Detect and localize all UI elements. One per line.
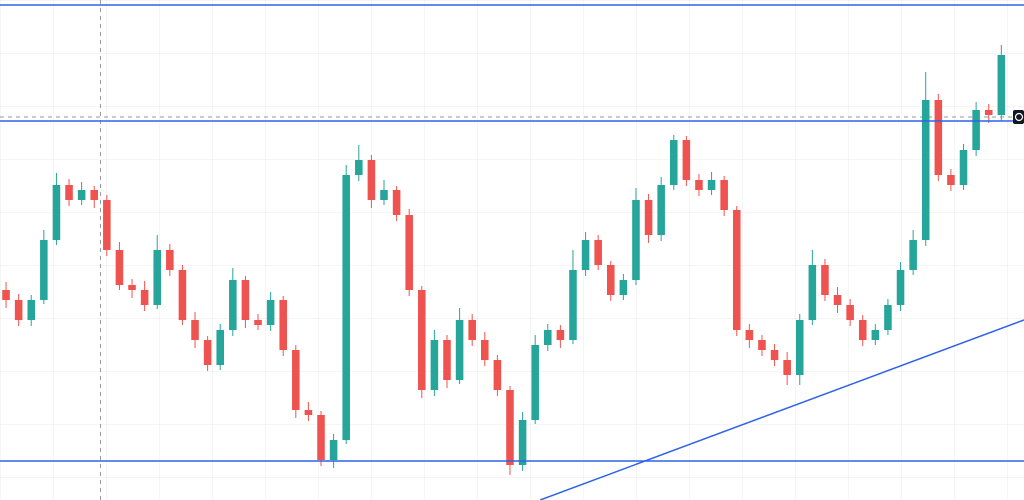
candle-body bbox=[254, 320, 262, 325]
candle-body bbox=[644, 200, 653, 235]
candle-body bbox=[40, 240, 48, 300]
candle-body bbox=[632, 200, 640, 280]
candle-body bbox=[430, 340, 439, 390]
candle-body bbox=[27, 300, 36, 320]
candle-body bbox=[858, 320, 867, 340]
candle-body bbox=[896, 270, 905, 305]
candle-body bbox=[669, 140, 678, 185]
candle-body bbox=[140, 290, 149, 305]
candle-body bbox=[695, 180, 703, 190]
candle-body bbox=[90, 190, 99, 200]
candle-body bbox=[355, 160, 363, 175]
candle-body bbox=[581, 240, 590, 270]
candle-body bbox=[128, 285, 136, 290]
candle-body bbox=[418, 290, 426, 390]
candle-body bbox=[380, 190, 388, 200]
candle-body bbox=[317, 415, 325, 460]
candle-body bbox=[783, 360, 791, 375]
candle-body bbox=[216, 330, 224, 365]
candle-body bbox=[569, 270, 577, 340]
candle-body bbox=[506, 390, 514, 465]
candle-body bbox=[493, 360, 502, 390]
candle-body bbox=[821, 265, 829, 295]
candle-body bbox=[279, 300, 287, 350]
candle-body bbox=[732, 210, 741, 330]
candle-body bbox=[606, 265, 615, 295]
candle-body bbox=[518, 420, 527, 465]
candle-body bbox=[846, 305, 854, 320]
candle-body bbox=[178, 270, 187, 320]
candle-body bbox=[292, 350, 300, 410]
candle-body bbox=[115, 250, 124, 285]
candle-body bbox=[745, 330, 754, 340]
candle-body bbox=[871, 330, 880, 340]
trend-line bbox=[539, 319, 1024, 500]
candle-body bbox=[997, 55, 1006, 115]
candle-body bbox=[443, 340, 451, 380]
candle-body bbox=[266, 300, 275, 325]
candle-body bbox=[795, 320, 804, 375]
candle-body bbox=[153, 250, 162, 305]
candle-body bbox=[329, 440, 338, 460]
candle-body bbox=[52, 185, 61, 240]
candle-body bbox=[203, 340, 212, 365]
candle-body bbox=[594, 240, 602, 265]
candle-body bbox=[984, 110, 993, 115]
candle-body bbox=[758, 340, 766, 350]
candle-body bbox=[77, 190, 86, 200]
candle-body bbox=[2, 290, 10, 300]
candle-body bbox=[808, 265, 817, 320]
candle-body bbox=[405, 215, 413, 290]
candle-body bbox=[909, 240, 917, 270]
candle-body bbox=[833, 295, 842, 305]
candle-body bbox=[720, 180, 728, 210]
candle-body bbox=[921, 100, 930, 240]
candle-body bbox=[556, 330, 565, 340]
candle-body bbox=[468, 320, 476, 340]
price-marker-icon-ring bbox=[1014, 112, 1024, 122]
candle-body bbox=[392, 190, 401, 215]
candle-body bbox=[367, 160, 376, 200]
candle-body bbox=[103, 200, 111, 250]
candle-body bbox=[619, 280, 628, 295]
candle-body bbox=[191, 320, 199, 340]
candle-body bbox=[544, 330, 552, 345]
candle-body bbox=[707, 180, 716, 190]
candle-body bbox=[884, 305, 892, 330]
candle-body bbox=[682, 140, 691, 180]
candle-body bbox=[657, 185, 665, 235]
candle-body bbox=[166, 250, 174, 270]
candle-body bbox=[304, 410, 313, 415]
candle-body bbox=[65, 185, 73, 200]
candle-body bbox=[455, 320, 464, 380]
candle-body bbox=[934, 100, 943, 175]
candle-body bbox=[229, 280, 237, 330]
candle-body bbox=[342, 175, 350, 440]
candle-body bbox=[947, 175, 955, 185]
candle-body bbox=[959, 150, 968, 185]
candle-body bbox=[531, 345, 539, 420]
price-marker-icon bbox=[1013, 110, 1024, 124]
candle-body bbox=[972, 110, 980, 150]
candle-body bbox=[770, 350, 779, 360]
candle-body bbox=[481, 340, 489, 360]
candle-body bbox=[14, 300, 23, 320]
candle-body bbox=[241, 280, 250, 320]
